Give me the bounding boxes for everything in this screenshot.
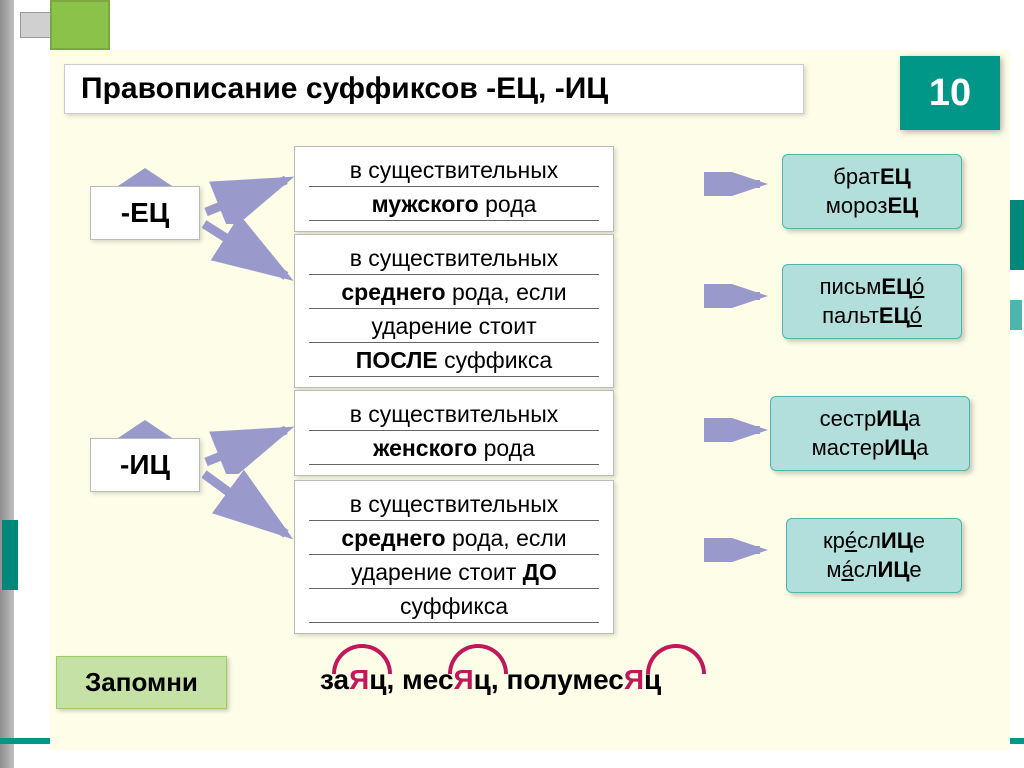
text: кр [823, 528, 845, 553]
text: мороз [826, 193, 888, 218]
text: рода [479, 191, 537, 217]
text: в существительных [350, 245, 559, 271]
rule-ec-masc: в существительных мужского рода [294, 146, 614, 232]
suffix-ec-label: -ЕЦ [90, 186, 200, 240]
text: в существительных [350, 157, 559, 183]
arrow-icon [202, 220, 298, 290]
text: сестр [820, 406, 877, 431]
example-ec-neut: письмЕЦó пальтЕЦó [782, 264, 962, 339]
rule-ic-fem: в существительных женского рода [294, 390, 614, 476]
text: мужского [372, 191, 479, 217]
text: среднего [341, 525, 445, 551]
arrow-icon [704, 418, 772, 442]
text: суффикса [400, 593, 508, 619]
text: ц [644, 664, 661, 695]
text: Я [624, 664, 644, 695]
text: ИЦ [884, 435, 916, 460]
text: е [913, 528, 925, 553]
text: ЕЦ [880, 164, 911, 189]
text: пальт [822, 303, 879, 328]
remember-badge: Запомни [56, 656, 227, 709]
text: за [320, 664, 349, 695]
slide-number-badge: 10 [900, 56, 1000, 130]
text: рода, если [446, 279, 567, 305]
text: мастер [812, 435, 885, 460]
deco-teal-left [2, 520, 18, 590]
text: письм [820, 274, 882, 299]
text: сл [854, 557, 878, 582]
text: рода [477, 435, 535, 461]
example-ec-masc: братЕЦ морозЕЦ [782, 154, 962, 229]
arrow-icon [202, 420, 298, 474]
text: мес [402, 664, 454, 695]
deco-green [50, 0, 110, 50]
text: а [916, 435, 928, 460]
arrow-icon [202, 470, 298, 550]
text: Я [454, 664, 474, 695]
text: ИЦ [878, 557, 910, 582]
text: женского [373, 435, 477, 461]
text: ПОСЛЕ [356, 347, 438, 373]
example-ic-neut: крéслИЦе мáслИЦе [786, 518, 962, 593]
text: ц, [369, 664, 402, 695]
text: суффикса [438, 347, 552, 373]
text: в существительных [350, 401, 559, 427]
text: брат [833, 164, 880, 189]
text: ударение стоит [351, 559, 523, 585]
text: é [845, 528, 857, 553]
text: рода, если [446, 525, 567, 551]
text: ИЦ [876, 406, 908, 431]
example-ic-fem: сестрИЦа мастерИЦа [770, 396, 970, 471]
arrow-icon [704, 538, 772, 562]
text: ЕЦ [887, 193, 918, 218]
rule-ec-neut: в существительных среднего рода, если уд… [294, 234, 614, 388]
text: ó [910, 303, 922, 328]
text: сл [857, 528, 881, 553]
text: ó [912, 274, 924, 299]
text: м [826, 557, 841, 582]
slide-title: Правописание суффиксов -ЕЦ, -ИЦ [64, 64, 804, 114]
text: е [909, 557, 921, 582]
text: ЕЦ [881, 274, 912, 299]
slide-body: Правописание суффиксов -ЕЦ, -ИЦ 10 -ЕЦ в… [50, 50, 1010, 750]
suffix-ic-label: -ИЦ [90, 438, 200, 492]
text: á [841, 557, 853, 582]
text: ц, [474, 664, 507, 695]
text: а [908, 406, 920, 431]
exceptions-text: заЯц, месЯц, полумесЯц [320, 664, 661, 696]
text: ударение стоит [371, 313, 536, 339]
arrow-icon [704, 172, 772, 196]
rule-ic-neut: в существительных среднего рода, если уд… [294, 480, 614, 634]
text: полумес [506, 664, 623, 695]
text: ЕЦ [879, 303, 910, 328]
arrow-icon [202, 170, 298, 224]
text: ДО [523, 559, 557, 585]
text: в существительных [350, 491, 559, 517]
text: среднего [341, 279, 445, 305]
text: Я [349, 664, 369, 695]
text: ИЦ [881, 528, 913, 553]
frame-left [0, 0, 14, 768]
arrow-icon [704, 284, 772, 308]
